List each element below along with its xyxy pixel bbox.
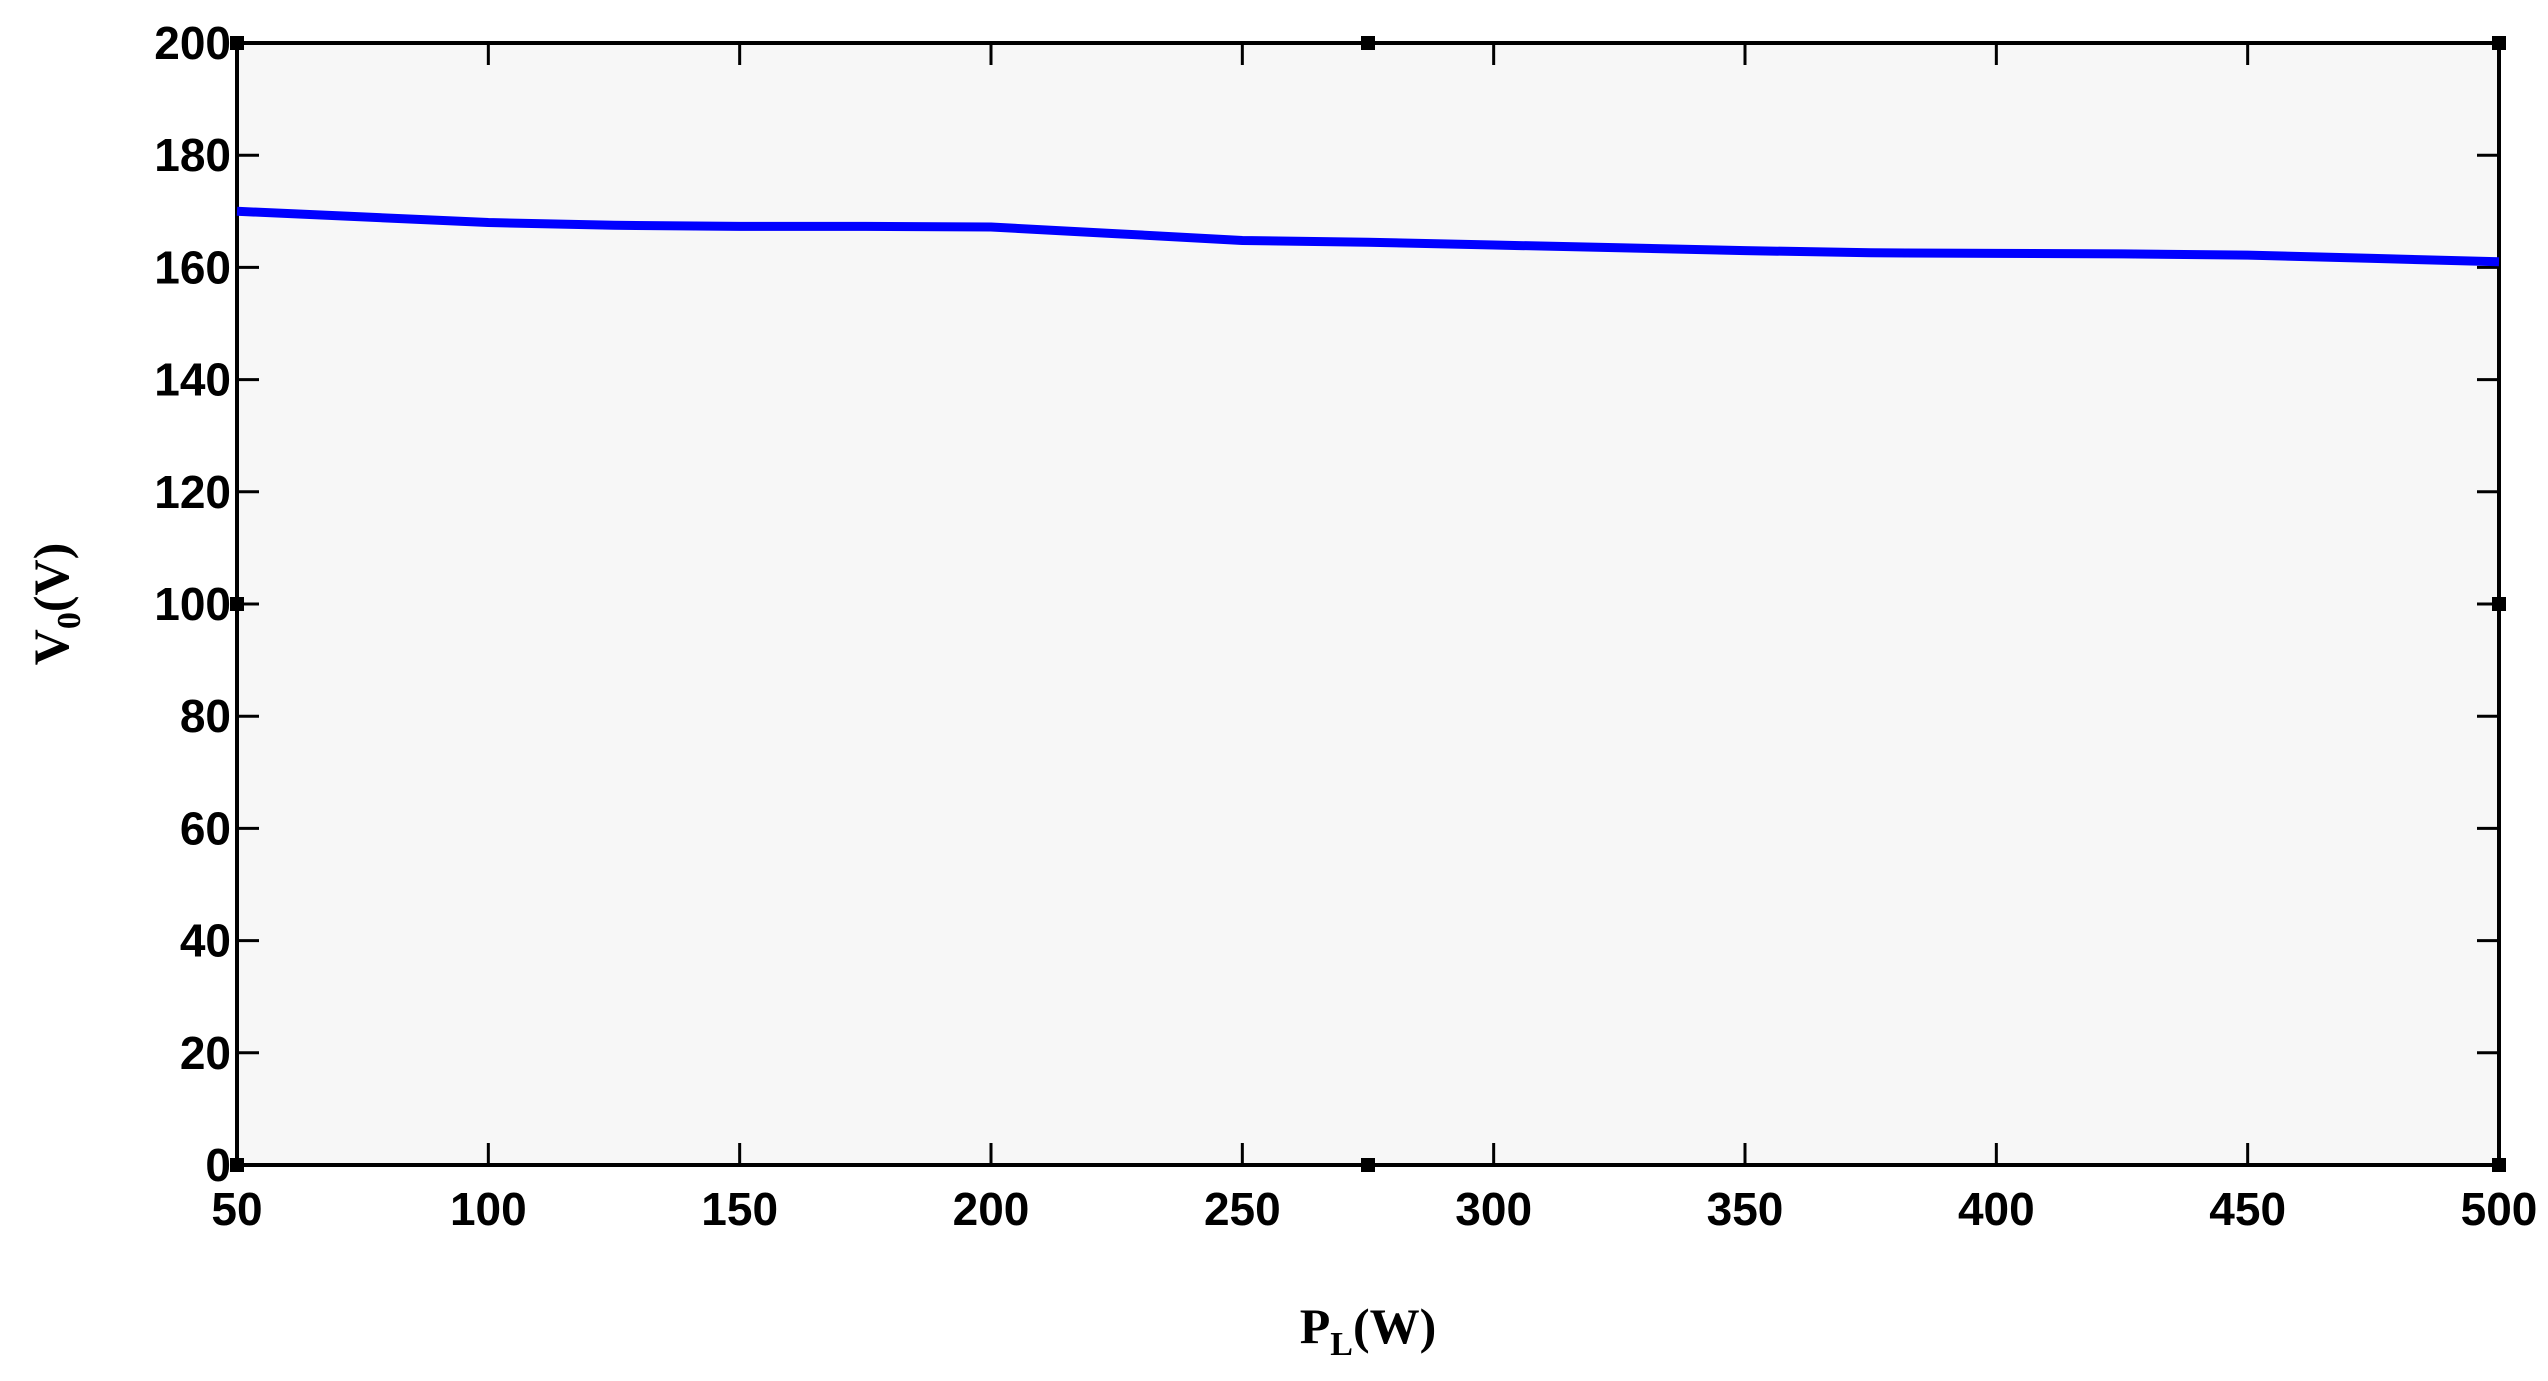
y-tick-label: 0 — [205, 1139, 231, 1191]
edge-marker — [230, 36, 244, 50]
plot-area — [235, 41, 2501, 1167]
y-tick-label: 60 — [180, 802, 231, 854]
x-tick-label: 300 — [1455, 1183, 1532, 1235]
y-tick-label: 40 — [180, 915, 231, 967]
y-axis-label: V0(V) — [23, 543, 88, 666]
y-tick-label: 120 — [154, 466, 231, 518]
y-tick-label: 160 — [154, 241, 231, 293]
edge-marker — [1361, 1158, 1375, 1172]
y-tick-label: 80 — [180, 690, 231, 742]
edge-marker — [2492, 1158, 2506, 1172]
x-tick-label: 350 — [1707, 1183, 1784, 1235]
x-tick-label: 50 — [211, 1183, 262, 1235]
y-tick-label: 200 — [154, 17, 231, 69]
x-axis-label: PL(W) — [1300, 1298, 1437, 1363]
x-tick-label: 500 — [2461, 1183, 2538, 1235]
x-tick-label: 250 — [1204, 1183, 1281, 1235]
y-tick-label: 100 — [154, 578, 231, 630]
x-tick-label: 400 — [1958, 1183, 2035, 1235]
edge-marker — [1361, 36, 1375, 50]
x-tick-label: 200 — [953, 1183, 1030, 1235]
x-tick-label: 150 — [701, 1183, 778, 1235]
series-line — [236, 206, 2500, 267]
edge-marker — [2492, 597, 2506, 611]
edge-marker — [230, 597, 244, 611]
tick-labels: 50 100 150 200 250 300 350 400 450 500 0 20 40 60 80 10… — [154, 17, 2537, 1235]
y-tick-label: 20 — [180, 1027, 231, 1079]
edge-markers — [230, 36, 2506, 1172]
y-tick-label: 180 — [154, 129, 231, 181]
series-layer — [236, 206, 2500, 267]
y-tick-label: 140 — [154, 354, 231, 406]
x-tick-label: 450 — [2209, 1183, 2286, 1235]
edge-marker — [230, 1158, 244, 1172]
ticks — [235, 41, 2501, 1167]
edge-marker — [2492, 36, 2506, 50]
x-tick-label: 100 — [450, 1183, 527, 1235]
